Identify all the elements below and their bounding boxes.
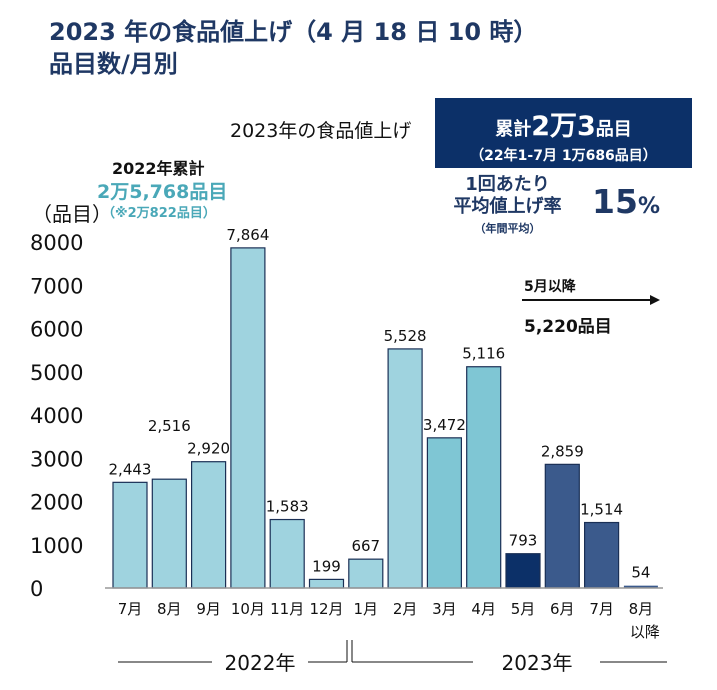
data-label: 667: [351, 537, 380, 555]
may-onward-value: 5,220品目: [524, 317, 612, 337]
rate-unit: %: [637, 194, 660, 219]
x-tick-label: 3月: [432, 600, 457, 618]
data-label: 1,583: [266, 498, 309, 516]
x-tick-label: 7月: [118, 600, 143, 618]
bar: [505, 553, 541, 589]
y-tick-label: 7000: [30, 274, 83, 298]
bar: [466, 366, 502, 589]
chart-title-line1: 2023 年の食品値上げ（4 月 18 日 10 時）: [49, 18, 538, 46]
bar: [426, 437, 462, 589]
x-tick-label: 1月: [354, 600, 379, 618]
bar: [308, 578, 345, 589]
x-tick-label: 12月: [309, 600, 343, 618]
group-label-2023: 2023年: [502, 651, 573, 675]
bar: [230, 247, 266, 589]
may-onward-label: 5月以降: [524, 279, 576, 295]
y-tick-label: 1000: [30, 534, 83, 558]
total-big1: 2万: [531, 111, 577, 142]
total-big2: 3: [577, 111, 596, 142]
y-tick-label: 5000: [30, 361, 83, 385]
data-label: 5,116: [462, 345, 505, 363]
x-tick-label: 8月: [629, 600, 654, 618]
bar: [544, 463, 580, 589]
y-tick-label: 3000: [30, 447, 83, 471]
bar: [151, 478, 187, 589]
x-tick-label: 4月: [471, 600, 496, 618]
rate-label1: 1回あたり: [465, 174, 550, 195]
bar: [269, 518, 305, 589]
y-tick-label: 6000: [30, 318, 83, 342]
bar: [387, 348, 423, 589]
data-label: 2,443: [109, 460, 152, 478]
y-tick-label: 4000: [30, 404, 83, 428]
data-label: 1,514: [580, 501, 623, 519]
y-tick-label: 2000: [30, 491, 83, 515]
arrow-head-icon: [650, 295, 660, 305]
summary-2022-total: 2万5,768品目: [97, 181, 228, 203]
group-label-2022: 2022年: [225, 651, 296, 675]
x-tick-label: 11月: [270, 600, 304, 618]
data-label: 199: [312, 557, 341, 575]
y-axis-label: （品目）: [32, 202, 112, 226]
data-label: 2,859: [541, 442, 584, 460]
bar: [583, 521, 620, 589]
bar: [348, 558, 384, 589]
summary-2022-note: （※2万822品目）: [102, 206, 216, 221]
x-tick-label: 2月: [393, 600, 418, 618]
bar: [112, 481, 148, 589]
data-label: 7,864: [226, 226, 269, 244]
data-label: 793: [509, 532, 538, 550]
summary-2023-sub: （22年1-7月 1万686品目）: [470, 148, 657, 164]
summary-2023-label: 2023年の食品値上げ: [230, 120, 412, 142]
x-tick-label: 5月: [511, 600, 536, 618]
bar: [623, 585, 658, 588]
data-label: 5,528: [384, 327, 427, 345]
rate-value: 15%: [592, 182, 660, 221]
x-tick-label: 7月: [589, 600, 614, 618]
y-tick-label: 0: [30, 577, 43, 601]
total-suffix: 品目: [595, 119, 632, 140]
chart-title-line2: 品目数/月別: [49, 50, 178, 78]
data-label: 3,472: [423, 416, 466, 434]
y-tick-label: 8000: [30, 231, 83, 255]
data-label: 2,920: [187, 440, 230, 458]
summary-2022-label: 2022年累計: [112, 159, 205, 178]
rate-label2: 平均値上げ率: [453, 196, 562, 217]
x-tick-label: 10月: [231, 600, 265, 618]
data-label: 54: [631, 564, 650, 582]
bar: [191, 461, 227, 589]
x-tick-sublabel: 以降: [630, 623, 660, 641]
x-tick-label: 9月: [196, 600, 221, 618]
x-tick-label: 8月: [157, 600, 182, 618]
data-label: 2,516: [148, 417, 191, 435]
total-prefix: 累計: [495, 119, 532, 140]
summary-2023-box: 累計2万3品目 （22年1-7月 1万686品目）: [435, 98, 692, 168]
x-tick-label: 6月: [550, 600, 575, 618]
rate-number: 15: [592, 182, 638, 221]
rate-note: （年間平均）: [474, 222, 541, 235]
